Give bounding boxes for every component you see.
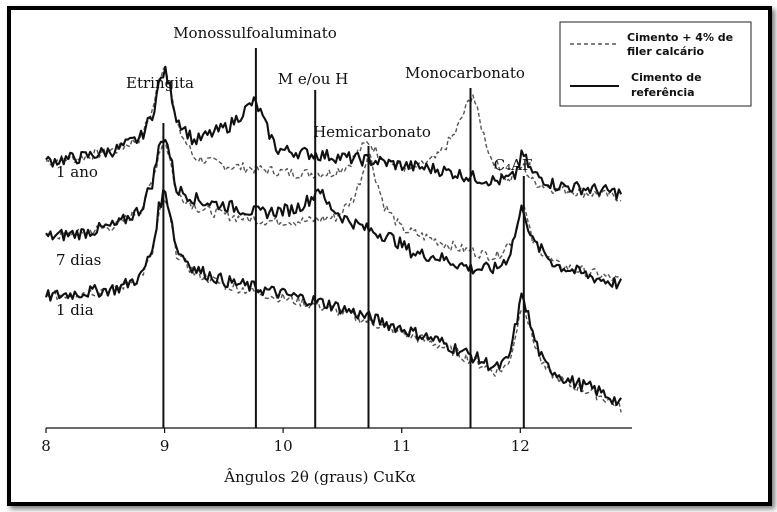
x-tick-label-8: 8 [41,437,51,455]
age-label-1-dia: 1 dia [56,301,94,319]
legend: Cimento + 4% de filer calcário Cimento d… [559,21,752,107]
ref-label-etringita: Etringita [126,74,194,92]
legend-box [559,21,752,107]
ref-label-hemicarbonato: Hemicarbonato [313,123,431,141]
curve-reference-1-ano [45,65,623,200]
x-tick-label-9: 9 [160,437,170,455]
reference-lines [162,48,525,428]
ref-label-m-ou-h: M e/ou H [278,70,349,88]
legend-label-reference-line1: Cimento de [631,71,702,84]
age-label-1-ano: 1 ano [56,163,98,181]
x-tick-label-10: 10 [274,437,293,455]
diffractogram-curves [44,65,623,413]
x-axis-ticks: 8 9 10 11 12 [41,428,530,455]
ref-label-monocarbonato: Monocarbonato [405,64,525,82]
ref-label-c4af: C₄AF [494,156,533,174]
age-label-7-dias: 7 dias [56,251,101,269]
legend-label-filer-line2: filer calcário [627,45,704,58]
x-tick-label-11: 11 [392,437,411,455]
curve-reference-1-dia [44,188,622,407]
curve-reference-7-dias [45,138,623,290]
x-tick-label-12: 12 [511,437,530,455]
ref-label-monossulfoaluminato: Monossulfoaluminato [173,24,337,42]
x-axis-title: Ângulos 2θ (graus) CuKα [223,468,415,486]
legend-label-filer-line1: Cimento + 4% de [627,31,733,44]
legend-label-reference-line2: referência [631,86,695,99]
